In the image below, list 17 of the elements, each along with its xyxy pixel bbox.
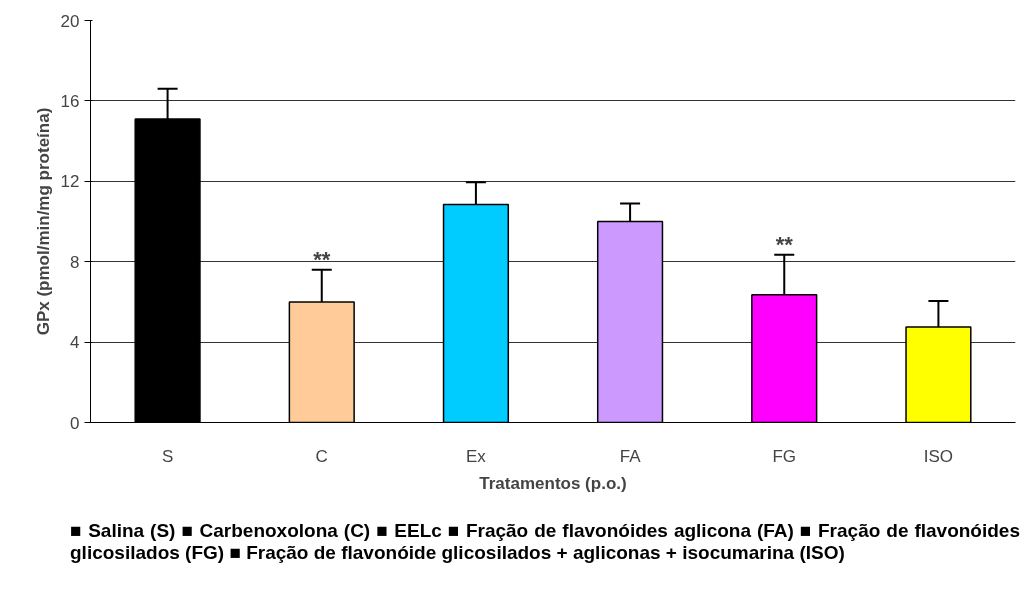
x-tick-label: ISO (923, 446, 954, 466)
text: ■ Salina (S) ■ Carbenoxolona (C) ■ EELc ■ Fração de flavonóides aglicona (FA) ■ Fração de flavonóides glicosilados (FG) ■ Fração de flavonóide glicosilados + agliconas + isocumarina (ISO) (70, 520, 1020, 564)
annotation: ** (313, 246, 331, 272)
y-tick-label: 20 (60, 11, 80, 31)
x-tick-label: S (161, 446, 174, 466)
x-tick-label: Ex (466, 446, 487, 466)
y-tick-label: 4 (70, 333, 80, 353)
x-tick-label: FA (619, 446, 642, 466)
y-tick-label: 8 (70, 252, 80, 272)
y-axis-title: GPx (pmol/min/mg proteína) (33, 107, 53, 336)
x-tick-label: C (315, 446, 328, 466)
y-tick-label: 12 (60, 172, 80, 192)
x-axis-title: Tratamentos (p.o.) (479, 473, 627, 493)
x-tick-label: FG (772, 446, 797, 466)
y-tick-label: 0 (70, 413, 80, 433)
y-tick-label: 16 (60, 91, 80, 111)
annotation: ** (775, 231, 794, 257)
